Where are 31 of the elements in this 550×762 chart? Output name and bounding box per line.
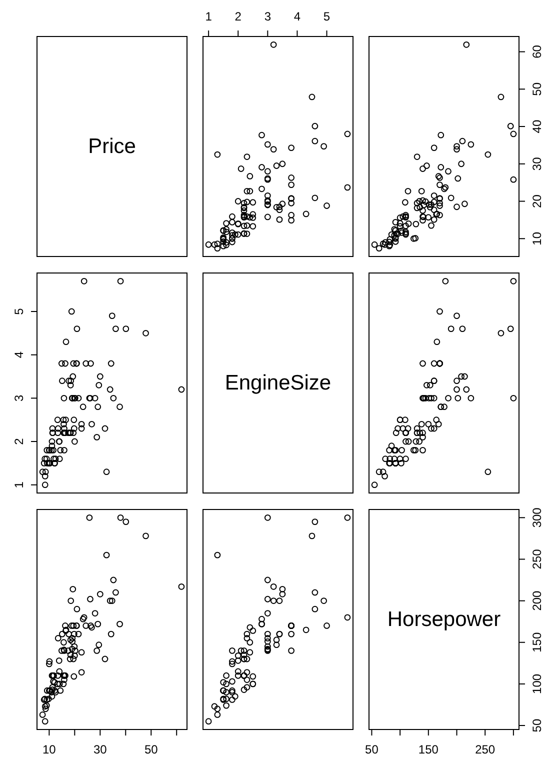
x-tick-label: 250	[475, 742, 496, 756]
x-tick-label: 10	[42, 742, 56, 756]
y-tick-label: 250	[530, 548, 544, 570]
x-tick-label: 5	[323, 10, 330, 24]
x-tick-label: 4	[294, 10, 301, 24]
y-tick-label: 10	[530, 232, 544, 246]
x-tick-label: 50	[365, 742, 379, 756]
x-tick-label: 3	[264, 10, 272, 24]
text: Price	[88, 135, 136, 158]
y-tick-label: 60	[530, 44, 544, 58]
y-tick-label: 5	[12, 308, 26, 315]
x-tick-label: 2	[234, 10, 242, 24]
y-tick-label: 4	[12, 351, 26, 358]
x-tick-label: 1	[205, 10, 212, 24]
y-tick-label: 150	[530, 632, 544, 652]
y-tick-label: 40	[530, 120, 544, 134]
y-tick-label: 3	[12, 394, 26, 402]
y-tick-label: 2	[12, 438, 26, 445]
y-tick-label: 1	[12, 481, 26, 488]
text: Horsepower	[387, 608, 501, 631]
text: EngineSize	[224, 372, 332, 394]
y-tick-label: 300	[530, 507, 544, 528]
x-tick-label: 50	[144, 742, 158, 756]
x-tick-label: 30	[93, 742, 108, 756]
y-tick-label: 30	[530, 156, 544, 171]
y-tick-label: 50	[530, 718, 544, 732]
x-tick-label: 150	[418, 742, 439, 756]
y-tick-label: 100	[530, 674, 544, 694]
y-tick-label: 20	[530, 194, 544, 208]
y-tick-label: 200	[530, 590, 544, 611]
y-tick-label: 50	[530, 82, 544, 96]
